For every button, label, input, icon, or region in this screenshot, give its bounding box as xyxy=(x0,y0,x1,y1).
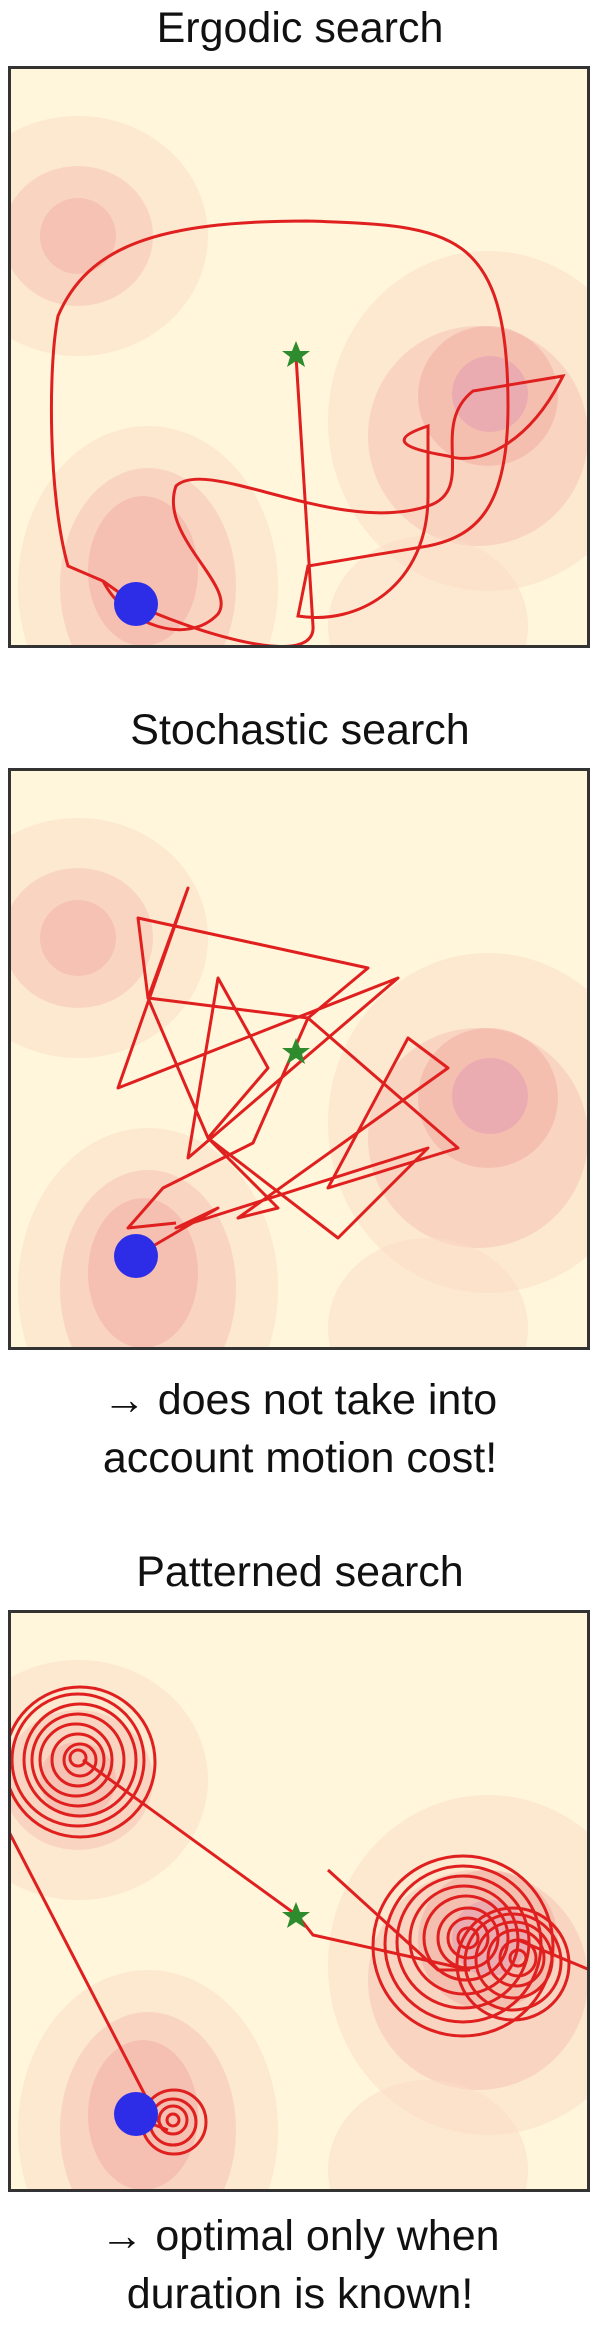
stochastic-search-panel xyxy=(8,768,590,1350)
note-line-2: duration is known! xyxy=(126,2270,474,2318)
search-trajectory xyxy=(49,219,566,645)
start-marker xyxy=(114,1234,158,1278)
center-star-icon xyxy=(282,341,310,367)
start-marker xyxy=(114,2092,158,2136)
center-star-icon xyxy=(282,1038,310,1064)
ergodic-search-panel xyxy=(8,66,590,648)
panel-frame xyxy=(8,1610,590,2192)
panel-frame xyxy=(8,66,590,648)
panel-title-patterned: Patterned search xyxy=(136,1548,464,1596)
center-star-icon xyxy=(282,1902,310,1928)
note-line-1: → optimal only when xyxy=(100,2212,500,2260)
note-line-1: → does not take into xyxy=(102,1376,498,1424)
search-trajectory xyxy=(11,1685,587,2156)
start-marker xyxy=(114,582,158,626)
spiral-right xyxy=(371,1854,571,2038)
panel-frame xyxy=(8,768,590,1350)
spiral-top-left xyxy=(11,1685,157,1839)
panel-title-ergodic: Ergodic search xyxy=(156,4,444,52)
patterned-search-panel xyxy=(8,1610,590,2192)
panel-title-stochastic: Stochastic search xyxy=(130,706,470,754)
note-line-2: account motion cost! xyxy=(102,1434,498,1482)
search-trajectory xyxy=(116,886,460,1258)
